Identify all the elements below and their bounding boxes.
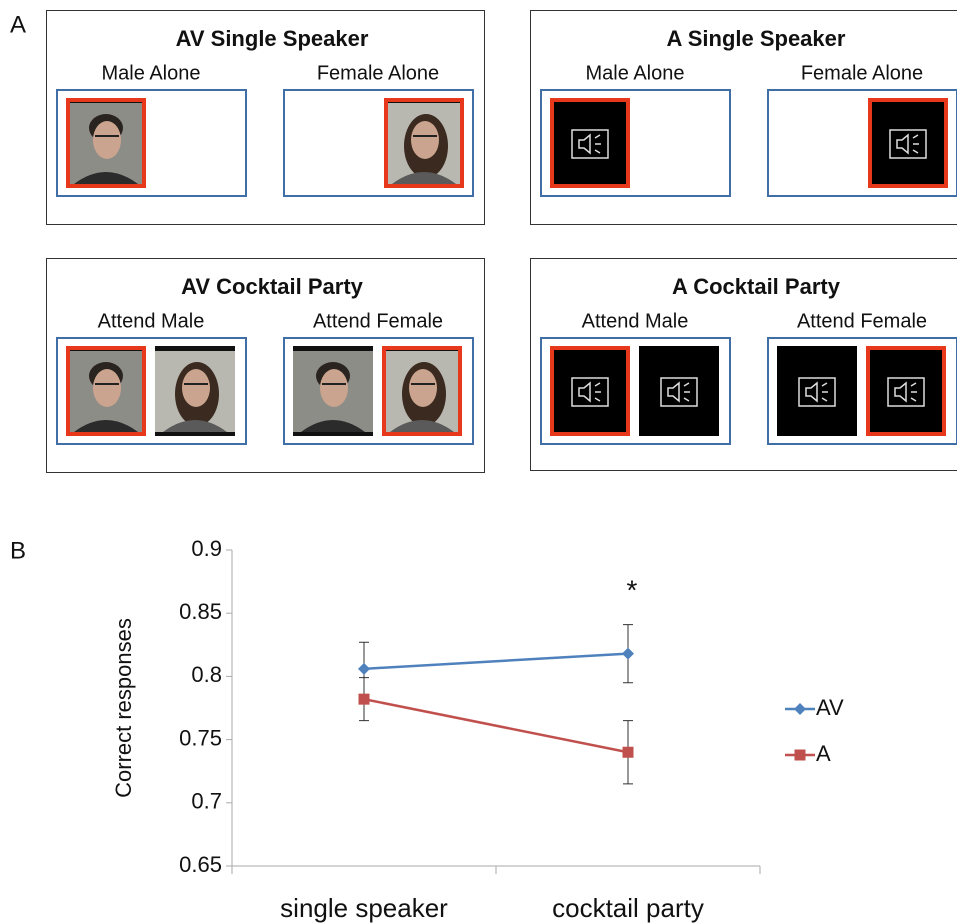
thumbnail [155,346,235,436]
y-tick-label: 0.8 [191,662,222,687]
panel-label: A [10,11,26,38]
x-tick-label: cocktail party [552,893,704,923]
y-tick-label: 0.85 [179,599,222,624]
face [320,369,348,407]
thumbnail [384,98,464,188]
figure: A B AV Single Speaker Male Alone Female Al… [0,0,957,924]
legend-label: AV [816,695,844,720]
condition-label: Attend Male [98,310,205,332]
thumbnail [66,346,146,436]
data-point [622,648,634,660]
condition-label: Attend Female [313,310,443,332]
box-title: A Single Speaker [667,26,846,51]
y-tick-label: 0.9 [191,536,222,561]
data-point [623,747,634,758]
box-title: AV Cocktail Party [181,274,364,299]
y-tick-label: 0.75 [179,725,222,750]
data-point [358,663,370,675]
thumbnail [550,346,630,436]
thumbnail [777,346,857,436]
y-tick-label: 0.65 [179,852,222,877]
thumbnail [293,346,373,436]
legend-marker [794,703,806,715]
panel-label: B [10,537,26,564]
condition-label: Male Alone [102,62,201,84]
legend-marker [795,750,806,761]
y-tick-label: 0.7 [191,789,222,814]
video-bar [293,432,373,436]
significance-marker: * [627,574,638,605]
box-title: AV Single Speaker [176,26,369,51]
condition-label: Female Alone [317,62,439,84]
x-tick-label: single speaker [280,893,448,923]
series-line [364,654,628,669]
thumbnail [66,98,146,188]
video-bar [293,346,373,351]
condition-label: Attend Female [797,310,927,332]
legend-label: A [816,741,831,766]
thumbnail [550,98,630,188]
thumbnail [866,346,946,436]
thumbnail [639,346,719,436]
condition-label: Male Alone [586,62,685,84]
series-line [364,699,628,752]
condition-label: Female Alone [801,62,923,84]
face [93,121,121,159]
thumbnail [868,98,948,188]
face [411,121,439,159]
video-bar [155,432,235,436]
y-axis-label: Correct responses [111,618,136,798]
video-bar [155,346,235,351]
data-point [359,694,370,705]
box-title: A Cocktail Party [672,274,841,299]
condition-label: Attend Male [582,310,689,332]
face [93,369,121,407]
face [409,369,437,407]
face [182,369,210,407]
thumbnail [382,346,462,436]
